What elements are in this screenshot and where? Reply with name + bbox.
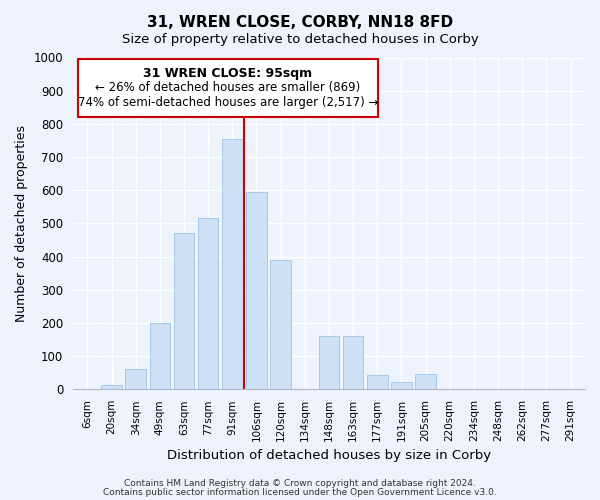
Bar (367, 376, 388, 390)
Bar (415, 374, 436, 390)
Text: 74% of semi-detached houses are larger (2,517) →: 74% of semi-detached houses are larger (… (77, 96, 378, 108)
Bar (222, 139, 242, 390)
Bar (271, 260, 291, 390)
Bar (319, 336, 339, 390)
Bar (246, 192, 267, 390)
Text: 31, WREN CLOSE, CORBY, NN18 8FD: 31, WREN CLOSE, CORBY, NN18 8FD (147, 15, 453, 30)
Bar (149, 323, 170, 390)
Bar (174, 234, 194, 390)
Text: 31 WREN CLOSE: 95sqm: 31 WREN CLOSE: 95sqm (143, 68, 313, 80)
Bar (391, 382, 412, 390)
Bar (125, 368, 146, 390)
Bar (343, 336, 364, 390)
Y-axis label: Number of detached properties: Number of detached properties (15, 125, 28, 322)
Text: Size of property relative to detached houses in Corby: Size of property relative to detached ho… (122, 32, 478, 46)
Bar (101, 386, 122, 390)
X-axis label: Distribution of detached houses by size in Corby: Distribution of detached houses by size … (167, 450, 491, 462)
Text: ← 26% of detached houses are smaller (869): ← 26% of detached houses are smaller (86… (95, 80, 361, 94)
Text: Contains public sector information licensed under the Open Government Licence v3: Contains public sector information licen… (103, 488, 497, 497)
FancyBboxPatch shape (78, 59, 377, 117)
Bar (198, 218, 218, 390)
Text: Contains HM Land Registry data © Crown copyright and database right 2024.: Contains HM Land Registry data © Crown c… (124, 480, 476, 488)
